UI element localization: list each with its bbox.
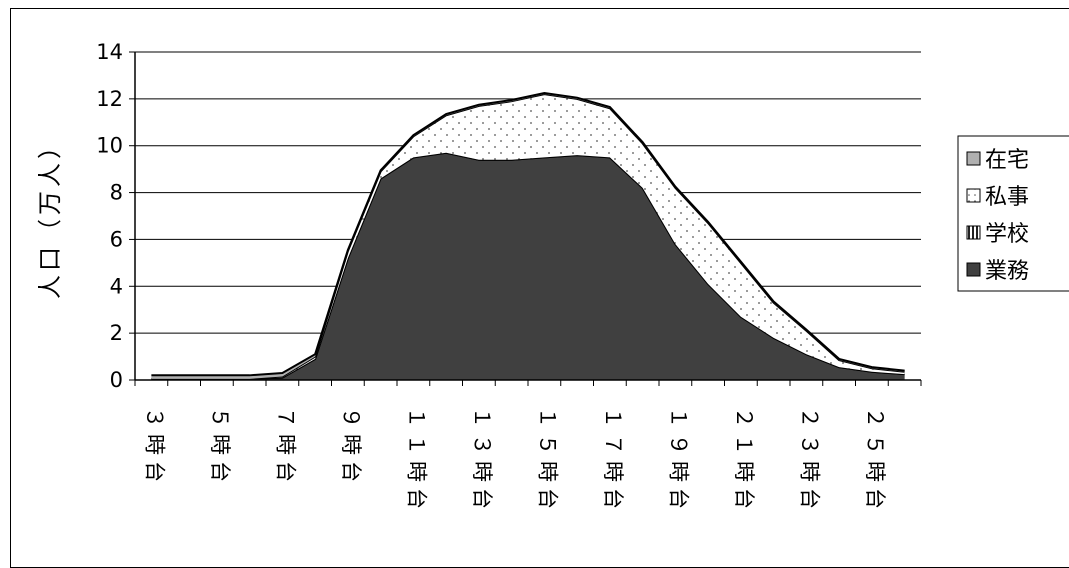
x-tick-label-char: ５ — [863, 434, 887, 455]
x-tick-label-char: 台 — [273, 461, 297, 482]
x-tick-label-char: ３ — [470, 434, 494, 455]
x-tick-label-char: ３ — [797, 434, 821, 455]
y-tick-label: 0 — [110, 368, 123, 392]
y-tick-label: 12 — [96, 87, 123, 111]
x-tick-label-char: 時 — [404, 461, 428, 482]
x-tick-label-char: 台 — [601, 488, 625, 509]
x-tick-label: １ ９ 時台 — [666, 407, 690, 509]
x-tick-label: １ ３ 時台 — [470, 407, 494, 509]
x-tick-label-char: 時 — [208, 434, 232, 455]
x-tick-label: １ １ 時台 — [404, 407, 428, 509]
y-tick-label: 14 — [96, 40, 123, 64]
x-tick-label: ５ 時台 — [208, 407, 232, 482]
x-tick-label-char: 台 — [535, 488, 559, 509]
y-tick-label: 4 — [110, 274, 123, 298]
x-tick-label-char: ９ — [339, 407, 363, 428]
x-tick-label: ２ １ 時台 — [732, 407, 756, 509]
x-tick-label-char: 時 — [535, 461, 559, 482]
x-tick-label-char: 台 — [470, 488, 494, 509]
x-tick-label-char: １ — [732, 434, 756, 455]
x-tick-label: ７ 時台 — [273, 407, 297, 482]
x-tick-label-char: 時 — [142, 434, 166, 455]
y-axis: 0 2 4 6 8 10 12 14 — [96, 40, 136, 392]
x-tick-label-char: 時 — [863, 461, 887, 482]
x-tick-label-char: １ — [404, 434, 428, 455]
legend-label: 業務 — [985, 259, 1029, 284]
x-tick-label-char: １ — [666, 407, 690, 428]
x-tick-label: １ ５ 時台 — [535, 407, 559, 509]
x-tick-label-char: ５ — [535, 434, 559, 455]
x-tick-label: ９ 時台 — [339, 407, 363, 482]
x-tick-label-char: 時 — [797, 461, 821, 482]
x-tick-label-char: １ — [535, 407, 559, 428]
x-tick-label: ２ ３ 時台 — [797, 407, 821, 509]
x-tick-label-char: 台 — [732, 488, 756, 509]
x-axis: ３時台５時台７時台９時台１１時台１３時台１５時台１７時台１９時台２１時台２３時台… — [134, 379, 922, 509]
y-tick-label: 8 — [110, 181, 123, 205]
y-tick-label: 10 — [96, 134, 123, 158]
x-tick-label-char: ９ — [666, 434, 690, 455]
x-tick-label-char: ７ — [273, 407, 297, 428]
x-tick-label-char: 台 — [208, 461, 232, 482]
x-tick-label: １ ７ 時台 — [601, 407, 625, 509]
x-tick-label-char: ５ — [208, 407, 232, 428]
legend-swatch — [966, 151, 981, 166]
x-tick-label-char: 台 — [339, 461, 363, 482]
x-tick-label-char: １ — [601, 407, 625, 428]
x-tick-label-char: ３ — [142, 407, 166, 428]
x-tick-label-char: 時 — [339, 434, 363, 455]
series-area-0 — [151, 152, 905, 380]
x-tick-label-char: 台 — [142, 461, 166, 482]
x-tick-label-char: ７ — [601, 434, 625, 455]
legend-label: 学校 — [985, 222, 1029, 247]
x-tick-label-char: 台 — [404, 488, 428, 509]
x-tick-label-char: 台 — [666, 488, 690, 509]
x-tick-label-char: 時 — [601, 461, 625, 482]
y-axis-label: 人口（万人） — [36, 131, 64, 299]
legend-swatch — [966, 188, 981, 203]
legend-swatch — [966, 262, 981, 277]
x-tick-label: ２ ５ 時台 — [863, 407, 887, 509]
x-tick-label-char: ２ — [797, 407, 821, 428]
x-tick-label-char: 時 — [732, 461, 756, 482]
y-tick-label: 2 — [110, 321, 123, 345]
legend-label: 在宅 — [985, 148, 1029, 173]
x-tick-label-char: ２ — [732, 407, 756, 428]
legend-swatch — [966, 225, 981, 240]
x-tick-label-char: 台 — [797, 488, 821, 509]
x-tick-label-char: ２ — [863, 407, 887, 428]
x-tick-label-char: 台 — [863, 488, 887, 509]
series-area-2 — [151, 94, 905, 379]
x-tick-label-char: 時 — [273, 434, 297, 455]
x-tick-label-char: １ — [404, 407, 428, 428]
x-tick-label-char: １ — [470, 407, 494, 428]
x-tick-label: ３ 時台 — [142, 407, 166, 482]
y-tick-label: 6 — [110, 227, 123, 251]
legend-label: 私事 — [985, 185, 1029, 210]
x-tick-label-char: 時 — [666, 461, 690, 482]
plot-area — [135, 51, 921, 380]
series-line-3 — [151, 91, 905, 377]
x-tick-label-char: 時 — [470, 461, 494, 482]
